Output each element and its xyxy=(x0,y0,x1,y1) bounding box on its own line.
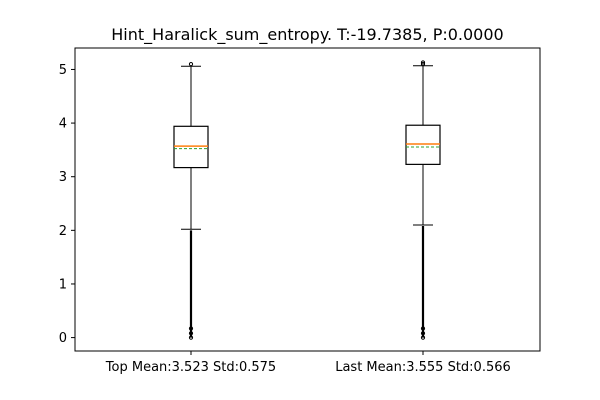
x-category-label: Top Mean:3.523 Std:0.575 xyxy=(105,360,276,375)
outlier-point xyxy=(188,335,194,340)
y-axis: 0 1 2 3 4 5 xyxy=(59,63,75,346)
y-tick-label: 3 xyxy=(59,170,67,185)
box-iqr xyxy=(173,125,209,169)
outlier-point xyxy=(420,331,426,336)
box-last xyxy=(405,60,441,340)
outlier-point xyxy=(188,61,194,67)
y-tick-label: 5 xyxy=(59,63,67,78)
y-tick-label: 4 xyxy=(59,117,67,132)
outlier-point xyxy=(420,60,426,65)
outlier-point xyxy=(420,335,426,340)
x-axis: Top Mean:3.523 Std:0.575 Last Mean:3.555 … xyxy=(105,351,511,375)
box-iqr xyxy=(405,124,441,165)
outlier-point xyxy=(420,326,426,331)
x-category-label: Last Mean:3.555 Std:0.566 xyxy=(335,360,511,375)
y-tick-label: 2 xyxy=(59,224,67,239)
y-tick-label: 0 xyxy=(59,331,67,346)
outlier-point xyxy=(188,326,194,331)
outlier-point xyxy=(188,331,194,336)
plot-area-frame xyxy=(74,47,541,352)
y-tick-label: 1 xyxy=(59,277,67,292)
box-top xyxy=(173,61,209,340)
chart-title: Hint_Haralick_sum_entropy. T:-19.7385, P… xyxy=(111,25,503,45)
box-group xyxy=(173,60,441,340)
